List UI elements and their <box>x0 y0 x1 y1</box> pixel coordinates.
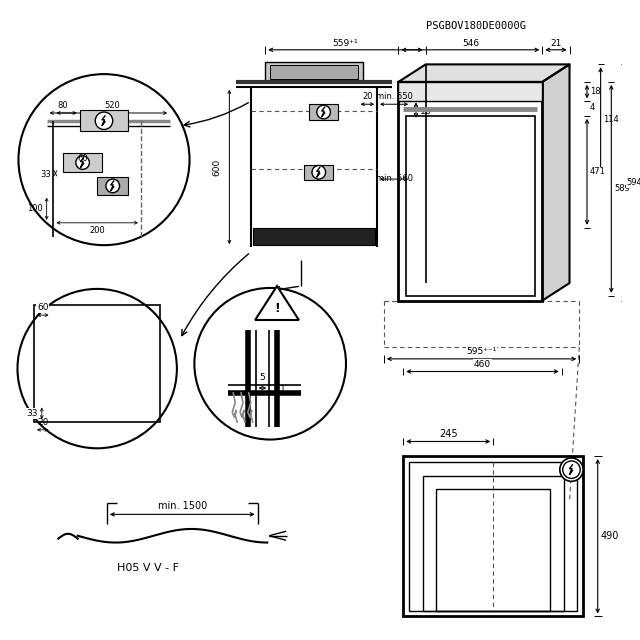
Text: 80: 80 <box>58 101 68 110</box>
Bar <box>406 116 534 296</box>
Text: 114: 114 <box>604 115 620 124</box>
Text: 546: 546 <box>462 39 479 48</box>
Circle shape <box>195 288 346 440</box>
Text: 1: 1 <box>280 385 285 394</box>
Circle shape <box>95 112 113 129</box>
Bar <box>403 456 583 616</box>
Text: 200: 200 <box>90 226 105 235</box>
Text: 20: 20 <box>362 92 372 101</box>
Bar <box>399 82 542 301</box>
Circle shape <box>563 461 580 479</box>
Text: 33: 33 <box>26 409 38 418</box>
Text: 460: 460 <box>474 360 491 369</box>
Bar <box>253 228 375 245</box>
Text: min. 560: min. 560 <box>376 174 413 183</box>
Text: 589: 589 <box>614 184 630 193</box>
Text: 60: 60 <box>37 303 49 312</box>
Bar <box>63 153 102 172</box>
Circle shape <box>560 458 583 481</box>
Polygon shape <box>399 65 570 82</box>
Bar <box>309 104 338 120</box>
Bar <box>270 65 358 79</box>
Text: min. 550: min. 550 <box>376 92 413 101</box>
Text: 20: 20 <box>37 418 49 427</box>
Text: min. 1500: min. 1500 <box>157 502 207 511</box>
Bar <box>399 82 542 101</box>
Circle shape <box>19 74 189 245</box>
Text: 471: 471 <box>590 167 606 176</box>
Text: 600: 600 <box>212 158 221 175</box>
Text: 18: 18 <box>420 106 431 116</box>
Bar <box>34 305 161 422</box>
Text: H05 V V - F: H05 V V - F <box>116 563 179 573</box>
Text: 60: 60 <box>77 154 88 163</box>
Bar <box>97 177 128 195</box>
Bar <box>423 476 564 611</box>
Circle shape <box>317 105 330 119</box>
Text: !: ! <box>274 302 280 315</box>
Text: 18: 18 <box>590 87 600 96</box>
Text: 33: 33 <box>41 170 51 179</box>
Circle shape <box>106 179 120 193</box>
Text: 100: 100 <box>27 204 43 213</box>
Circle shape <box>76 156 90 170</box>
Bar <box>80 110 128 131</box>
Polygon shape <box>255 286 299 320</box>
Text: 5: 5 <box>260 373 266 382</box>
Circle shape <box>17 289 177 448</box>
Bar <box>436 489 550 611</box>
Text: 4: 4 <box>590 103 595 112</box>
Text: 490: 490 <box>600 531 619 541</box>
Text: PSGBOV180DE0000G: PSGBOV180DE0000G <box>426 20 526 31</box>
Text: 520: 520 <box>104 101 120 110</box>
Bar <box>266 63 362 82</box>
Bar <box>304 164 333 180</box>
Polygon shape <box>542 65 570 301</box>
Circle shape <box>312 166 326 179</box>
Text: 21: 21 <box>550 39 562 48</box>
Text: 594: 594 <box>627 178 640 187</box>
Bar <box>409 462 577 611</box>
Text: 595⁺⁻¹: 595⁺⁻¹ <box>467 347 497 356</box>
Text: 559⁺¹: 559⁺¹ <box>333 39 358 48</box>
Text: 245: 245 <box>439 429 458 438</box>
